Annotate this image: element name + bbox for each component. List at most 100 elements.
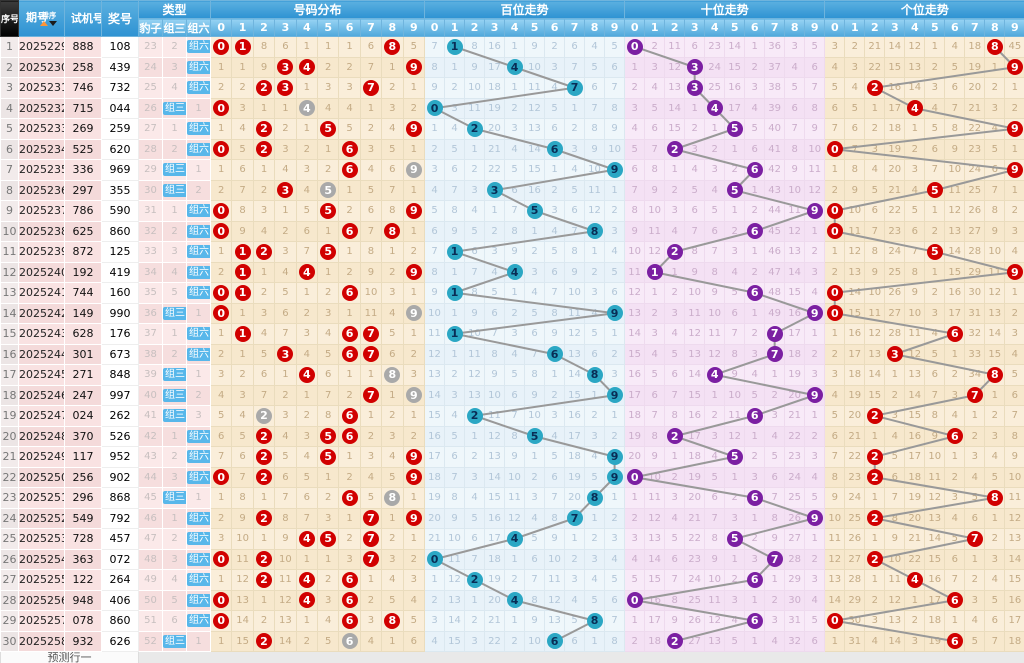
- dist-cell: 7: [359, 384, 383, 406]
- hundreds-cell: 8: [584, 118, 606, 140]
- seq-cell: 13: [0, 282, 19, 304]
- prize-number-cell: 673: [101, 343, 139, 365]
- leopard-count-cell: 43: [138, 446, 163, 468]
- units-cell: 2: [864, 507, 886, 529]
- test-machine-cell: 628: [64, 323, 102, 345]
- units-cell: 21: [904, 528, 926, 550]
- hundreds-cell: 3: [564, 569, 586, 591]
- sort-asc-icon[interactable]: [40, 20, 49, 26]
- dist-cell: 1: [231, 56, 254, 78]
- drawn-digit-circle: 2: [256, 571, 272, 588]
- dist-cell: 7: [359, 77, 383, 99]
- dist-cell: 2: [295, 302, 318, 324]
- dist-cell: 1: [359, 364, 383, 386]
- drawn-digit-circle: 2: [666, 243, 683, 260]
- units-cell: 1: [984, 384, 1006, 406]
- tens-cell: 17: [684, 425, 706, 447]
- units-cell: 3: [1004, 323, 1024, 345]
- hundreds-cell: 5: [584, 323, 606, 345]
- hundreds-cell: 15: [564, 384, 586, 406]
- drawn-digit-circle: 6: [946, 592, 963, 609]
- group6-cell: 组六: [185, 77, 212, 99]
- units-cell: 0: [824, 220, 846, 242]
- dist-cell: 2: [338, 528, 361, 550]
- period-cell: 2025229: [18, 36, 65, 58]
- drawn-digit-circle: 5: [726, 448, 743, 465]
- units-cell: 15: [844, 302, 866, 324]
- type-badge: 组六: [187, 40, 210, 54]
- hundreds-cell: 4: [524, 282, 546, 304]
- hundreds-cell: 17: [424, 446, 446, 468]
- tens-cell: 12: [664, 56, 686, 78]
- tens-cell: 3: [724, 241, 746, 263]
- col-header-test: 试机号: [64, 0, 102, 37]
- test-machine-cell: 728: [64, 528, 102, 550]
- dist-cell: 5: [316, 343, 340, 365]
- dist-cell: 7: [274, 487, 297, 509]
- drawn-digit-circle: 3: [277, 346, 294, 363]
- table-row: 19 2025247 024 262 41 组三 3 5 4 2 3 2 8 6 1 2 1 15 4 2 11 7 10 3…: [0, 405, 1024, 427]
- sort-desc-icon[interactable]: [49, 20, 58, 26]
- group3-cell: 1: [162, 118, 187, 140]
- units-cell: 1: [904, 118, 926, 140]
- tens-cell: 1: [724, 138, 746, 160]
- seq-cell: 3: [0, 77, 19, 99]
- drawn-digit-circle: 9: [806, 305, 823, 322]
- tens-cell: 13: [704, 630, 726, 652]
- dist-cell: 5: [316, 425, 340, 447]
- units-cell: 9: [904, 282, 926, 304]
- dist-cell: 4: [381, 446, 404, 468]
- hundreds-cell: 3: [504, 323, 526, 345]
- units-cell: 6: [844, 118, 866, 140]
- tens-cell: 3: [804, 261, 826, 283]
- tens-cell: 38: [764, 77, 786, 99]
- units-cell: 12: [924, 487, 946, 509]
- period-cell: 2025242: [18, 302, 65, 324]
- hundreds-cell: 7: [444, 466, 466, 488]
- tens-digit-header: 9: [804, 18, 826, 37]
- drawn-digit-circle: 2: [256, 469, 272, 486]
- dist-cell: 4: [295, 446, 318, 468]
- dist-cell: 0: [210, 466, 233, 488]
- test-machine-cell: 786: [64, 200, 102, 222]
- group3-cell: 2: [162, 446, 187, 468]
- hundreds-cell: 6: [504, 179, 526, 201]
- units-cell: 11: [864, 302, 886, 324]
- period-cell: 2025258: [18, 630, 65, 652]
- sort-control[interactable]: 排序: [40, 11, 58, 26]
- table-row: 13 2025241 744 160 35 5 组六 0 1 2 5 1 2 6 10 3 1 9 1 8 5 1 4 7 10…: [0, 282, 1024, 304]
- hundreds-cell: 5: [524, 200, 546, 222]
- hundreds-cell: 22: [484, 159, 506, 181]
- tens-cell: 6: [724, 302, 746, 324]
- tens-digit-header: 2: [664, 18, 686, 37]
- group6-cell: 组六: [185, 138, 212, 160]
- tens-cell: 11: [624, 261, 646, 283]
- seq-cell: 11: [0, 241, 19, 263]
- hundreds-cell: 9: [604, 466, 626, 488]
- dist-cell: 2: [359, 589, 383, 611]
- tens-cell: 47: [764, 261, 786, 283]
- tens-cell: 8: [644, 425, 666, 447]
- test-machine-cell: 296: [64, 487, 102, 509]
- tens-cell: 3: [704, 425, 726, 447]
- dist-cell: 9: [359, 261, 383, 283]
- tens-cell: 5: [804, 36, 826, 58]
- dist-cell: 1: [295, 548, 318, 570]
- units-cell: 7: [984, 630, 1006, 652]
- hundreds-cell: 10: [484, 384, 506, 406]
- dist-cell: 1: [359, 405, 383, 427]
- tens-cell: 22: [684, 528, 706, 550]
- hundreds-cell: 7: [424, 36, 446, 58]
- hundreds-cell: 9: [524, 610, 546, 632]
- hundreds-cell: 1: [444, 56, 466, 78]
- tens-cell: 7: [624, 179, 646, 201]
- dist-cell: 6: [231, 446, 254, 468]
- drawn-digit-circle: 5: [320, 530, 337, 547]
- tens-cell: 3: [764, 405, 786, 427]
- tens-cell: 16: [624, 364, 646, 386]
- tens-cell: 0: [624, 36, 646, 58]
- hundreds-cell: 9: [504, 241, 526, 263]
- drawn-digit-circle: 2: [256, 243, 272, 260]
- hundreds-cell: 9: [424, 282, 446, 304]
- units-cell: 2: [844, 36, 866, 58]
